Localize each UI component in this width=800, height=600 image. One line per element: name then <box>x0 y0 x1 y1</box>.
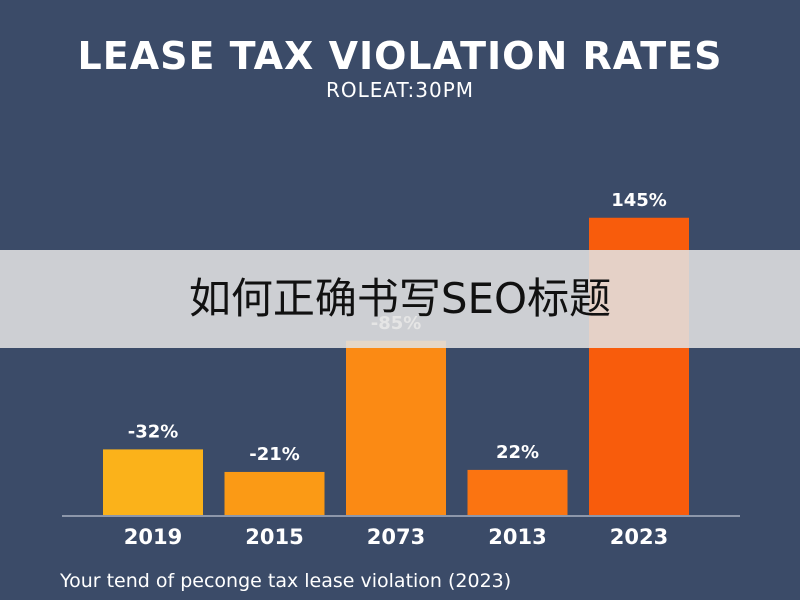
data-label-2019: -32% <box>128 421 179 442</box>
bar-2015 <box>224 471 325 515</box>
chart-title: LEASE TAX VIOLATION RATES <box>77 34 723 78</box>
x-tick-label-2015: 2015 <box>245 525 303 549</box>
bar-2013 <box>467 469 568 515</box>
chart-footnote: Your tend of peconge tax lease violation… <box>60 570 512 592</box>
x-tick-label-2073: 2073 <box>367 525 425 549</box>
x-tick-label-2023: 2023 <box>610 525 668 549</box>
data-label-2015: -21% <box>249 444 300 465</box>
chart-subtitle: ROLEAT:30PM <box>325 78 475 102</box>
overlay-banner <box>0 250 800 348</box>
x-tick-label-2013: 2013 <box>488 525 546 549</box>
x-tick-label-2019: 2019 <box>124 525 182 549</box>
data-label-2023: 145% <box>611 190 667 211</box>
bar-2019 <box>103 449 203 515</box>
bar-2073 <box>346 340 446 515</box>
overlay-banner-text: 如何正确书写SEO标题 <box>188 274 612 323</box>
data-label-2013: 22% <box>496 442 539 463</box>
